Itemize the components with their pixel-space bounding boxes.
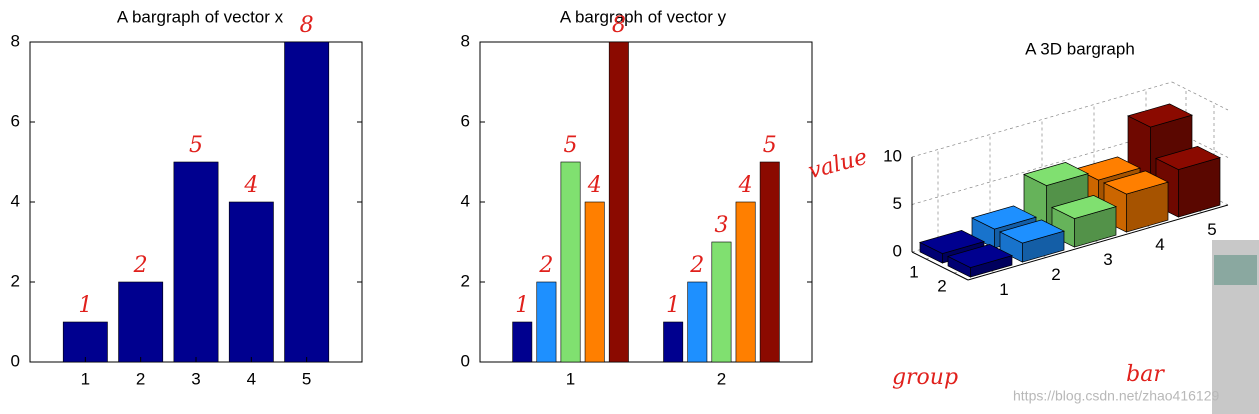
data-label: 2 [538, 253, 553, 278]
z-tick-label: 10 [883, 146, 902, 165]
bar [735, 201, 756, 363]
bar [228, 201, 274, 363]
y-tick-label: 2 [11, 271, 20, 290]
bar-face [971, 205, 1037, 230]
y-tick-label: 6 [461, 111, 470, 130]
bar [663, 321, 684, 363]
axis-line [911, 251, 969, 281]
bar-face [947, 244, 1013, 268]
x-tick-label: 5 [1207, 220, 1216, 239]
grid-line [1171, 129, 1229, 158]
bar [711, 241, 732, 363]
bar-face [1155, 146, 1221, 170]
bar [584, 201, 605, 363]
data-label: 1 [666, 293, 680, 318]
y-tick-label: 8 [11, 31, 20, 50]
data-label: 4 [738, 173, 753, 198]
data-label: 5 [189, 133, 203, 158]
y-tick-label: 6 [11, 111, 20, 130]
bar-face [1023, 162, 1089, 186]
annotation: group [892, 365, 958, 390]
watermark: https://blog.csdn.net/zhao416129 [1013, 388, 1219, 404]
data-label: 2 [133, 253, 148, 278]
x-tick-label: 1 [81, 369, 90, 388]
bar [118, 281, 164, 363]
y-tick-label: 4 [11, 191, 20, 210]
bar-face [1103, 170, 1169, 195]
bar [62, 321, 108, 363]
y-tick-label: 1 [909, 262, 918, 281]
x-tick-label: 5 [302, 369, 311, 388]
webcam-image [1214, 255, 1257, 285]
y-tick-label: 2 [937, 276, 946, 295]
y-tick-label: 4 [461, 191, 470, 210]
bar [560, 161, 581, 363]
data-label: 5 [564, 133, 578, 158]
chart-title: A bargraph of vector y [560, 7, 727, 26]
y-tick-label: 2 [461, 271, 470, 290]
data-label: 4 [587, 173, 602, 198]
y-tick-label: 0 [11, 351, 20, 370]
data-label: 5 [763, 133, 777, 158]
z-tick-label: 0 [893, 241, 902, 260]
x-tick-label: 2 [136, 369, 145, 388]
bar [608, 41, 629, 363]
data-label: 1 [78, 293, 92, 318]
data-label: 2 [689, 253, 704, 278]
y-tick-label: 0 [461, 351, 470, 370]
x-tick-label: 2 [1051, 265, 1060, 284]
bar [759, 161, 780, 363]
x-tick-label: 2 [717, 369, 726, 388]
data-label: 1 [515, 293, 529, 318]
bar [284, 41, 330, 363]
x-tick-label: 4 [247, 369, 256, 388]
x-tick-label: 4 [1155, 235, 1164, 254]
data-label: 8 [612, 13, 626, 38]
x-tick-label: 3 [1103, 250, 1112, 269]
bar-face [919, 230, 985, 254]
x-tick-label: 3 [191, 369, 200, 388]
grid-line [1171, 81, 1229, 111]
data-label: 3 [714, 213, 728, 238]
bar-face [1075, 156, 1141, 181]
y-tick-label: 8 [461, 31, 470, 50]
chart-title: A 3D bargraph [1025, 39, 1135, 58]
x-tick-label: 1 [999, 280, 1008, 299]
bar [687, 281, 708, 363]
data-label: 4 [243, 173, 258, 198]
bar-face [999, 219, 1065, 244]
axis-line [967, 204, 1229, 281]
bar-face [1051, 195, 1117, 219]
data-label: 8 [300, 13, 314, 38]
annotation: bar [1126, 362, 1165, 387]
x-tick-label: 1 [566, 369, 575, 388]
bar [512, 321, 533, 363]
bar [536, 281, 557, 363]
bar [173, 161, 219, 363]
bar-face [1127, 103, 1193, 128]
z-tick-label: 5 [893, 194, 902, 213]
chart-title: A bargraph of vector x [117, 7, 284, 26]
